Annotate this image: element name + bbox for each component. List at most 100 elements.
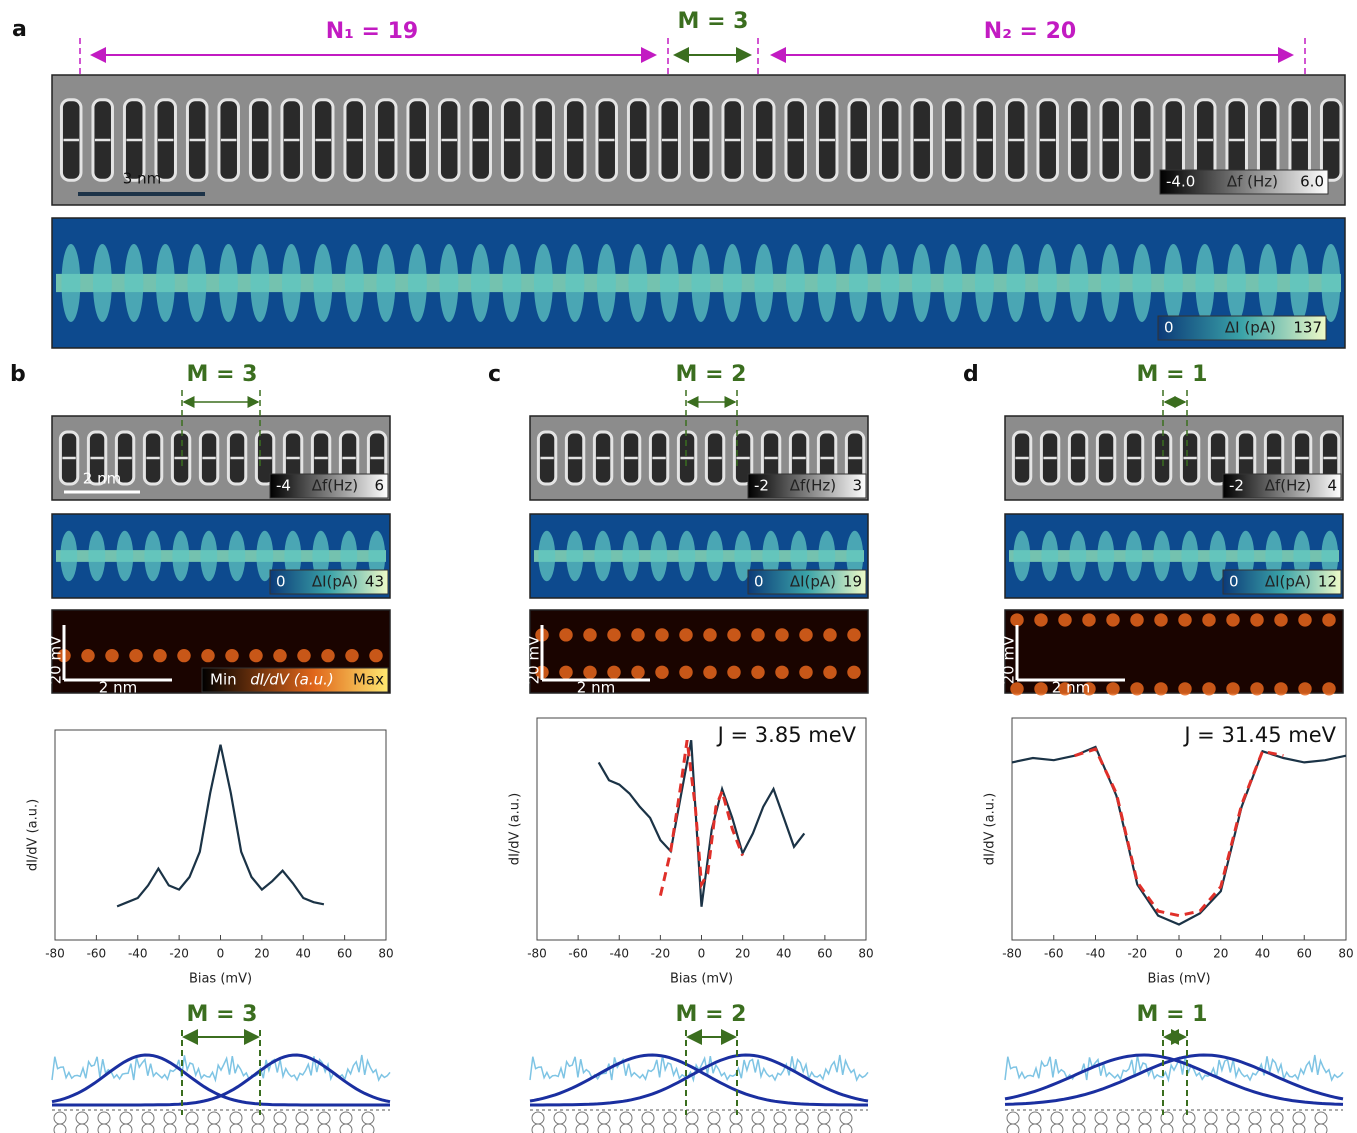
current-lobe bbox=[1041, 530, 1059, 582]
schematic-ring bbox=[707, 1123, 721, 1133]
current-lobe bbox=[650, 530, 668, 582]
schematic-ring bbox=[119, 1111, 133, 1125]
schematic-ring bbox=[1314, 1123, 1328, 1133]
schematic-ring bbox=[751, 1123, 765, 1133]
current-lobe bbox=[1100, 244, 1120, 322]
map-blob bbox=[751, 665, 765, 679]
x-tick-label: 40 bbox=[1255, 947, 1270, 961]
schematic-ring bbox=[1160, 1123, 1174, 1133]
current-lobe bbox=[818, 530, 836, 582]
map-y-label: 20 mV bbox=[1000, 635, 1018, 684]
colorbar-min: -2 bbox=[754, 477, 769, 495]
current-lobe bbox=[846, 530, 864, 582]
current-lobe bbox=[502, 244, 522, 322]
schematic-ring bbox=[1270, 1111, 1284, 1125]
schematic-ring bbox=[773, 1111, 787, 1125]
map-blob bbox=[297, 649, 311, 663]
map-blob bbox=[1274, 682, 1288, 696]
colorbar bbox=[1157, 315, 1327, 341]
schematic-ring bbox=[163, 1123, 177, 1133]
map-blob bbox=[1178, 682, 1192, 696]
current-lobe bbox=[880, 244, 900, 322]
x-tick-label: -20 bbox=[1127, 947, 1147, 961]
current-lobe bbox=[628, 244, 648, 322]
current-lobe bbox=[1132, 244, 1152, 322]
current-lobe bbox=[734, 530, 752, 582]
colorbar-unit: ΔI(pA) bbox=[1265, 573, 1311, 591]
plot-frame bbox=[1011, 717, 1347, 941]
schematic-ring bbox=[1094, 1111, 1108, 1125]
current-lobe bbox=[218, 244, 238, 322]
map-blob bbox=[1298, 682, 1312, 696]
schematic-ring bbox=[597, 1123, 611, 1133]
map-blob bbox=[583, 628, 597, 642]
schematic-ring bbox=[773, 1123, 787, 1133]
schematic-ring bbox=[1248, 1111, 1262, 1125]
schematic-ring bbox=[75, 1123, 89, 1133]
schematic-ring bbox=[1138, 1123, 1152, 1133]
colorbar-min: 0 bbox=[1229, 573, 1239, 591]
current-lobe bbox=[943, 244, 963, 322]
schematic-ring bbox=[1314, 1111, 1328, 1125]
current-lobe bbox=[250, 244, 270, 322]
map-blob bbox=[1082, 682, 1096, 696]
x-tick-label: 60 bbox=[817, 947, 832, 961]
map-blob bbox=[1106, 613, 1120, 627]
schematic-ring bbox=[273, 1123, 287, 1133]
map-blob bbox=[1130, 682, 1144, 696]
afm-image bbox=[1004, 415, 1344, 501]
colorbar-max: Max bbox=[353, 671, 384, 689]
m-label: M = 3 bbox=[678, 9, 749, 34]
schematic-ring bbox=[1072, 1111, 1086, 1125]
schematic-ring bbox=[1116, 1111, 1130, 1125]
x-tick-label: -40 bbox=[1086, 947, 1106, 961]
current-lobe bbox=[1153, 530, 1171, 582]
map-blob bbox=[1250, 682, 1264, 696]
current-lobe bbox=[754, 244, 774, 322]
annotation: J = 31.45 meV bbox=[1182, 723, 1336, 747]
map-blob bbox=[177, 649, 191, 663]
map-blob bbox=[1082, 613, 1096, 627]
current-lobe bbox=[340, 530, 358, 582]
map-blob bbox=[583, 665, 597, 679]
schematic-ring bbox=[1248, 1123, 1262, 1133]
y-axis-label: dI/dV (a.u.) bbox=[983, 793, 998, 865]
map-blob bbox=[1202, 682, 1216, 696]
schematic-ring bbox=[339, 1123, 353, 1133]
map-blob bbox=[1202, 613, 1216, 627]
current-lobe bbox=[313, 244, 333, 322]
current-lobe bbox=[622, 530, 640, 582]
map-blob bbox=[1034, 682, 1048, 696]
x-tick-label: -40 bbox=[128, 947, 148, 961]
scale-label: 2 nm bbox=[83, 470, 121, 488]
map-blob bbox=[607, 628, 621, 642]
map-blob bbox=[1010, 682, 1024, 696]
current-lobe bbox=[407, 244, 427, 322]
map-blob bbox=[1034, 613, 1048, 627]
current-lobe bbox=[762, 530, 780, 582]
schematic-ring bbox=[1204, 1111, 1218, 1125]
map-blob bbox=[679, 665, 693, 679]
colorbar-min: -2 bbox=[1229, 477, 1244, 495]
map-blob bbox=[823, 665, 837, 679]
x-tick-label: -40 bbox=[609, 947, 629, 961]
current-lobe bbox=[596, 244, 616, 322]
data-line bbox=[116, 744, 325, 908]
map-blob bbox=[1154, 682, 1168, 696]
current-lobe bbox=[566, 530, 584, 582]
current-lobe bbox=[439, 244, 459, 322]
x-tick-label: 20 bbox=[254, 947, 269, 961]
current-lobe bbox=[344, 244, 364, 322]
map-blob bbox=[559, 665, 573, 679]
x-tick-label: -60 bbox=[87, 947, 107, 961]
current-lobe bbox=[200, 530, 218, 582]
n1-label: N₁ = 19 bbox=[326, 19, 418, 44]
map-blob bbox=[751, 628, 765, 642]
map-blob bbox=[631, 628, 645, 642]
map-blob bbox=[345, 649, 359, 663]
x-tick-label: 20 bbox=[1213, 947, 1228, 961]
current-lobe bbox=[116, 530, 134, 582]
x-tick-label: 40 bbox=[296, 947, 311, 961]
colorbar-unit: Δf (Hz) bbox=[1227, 173, 1278, 191]
x-tick-label: -80 bbox=[45, 947, 65, 961]
